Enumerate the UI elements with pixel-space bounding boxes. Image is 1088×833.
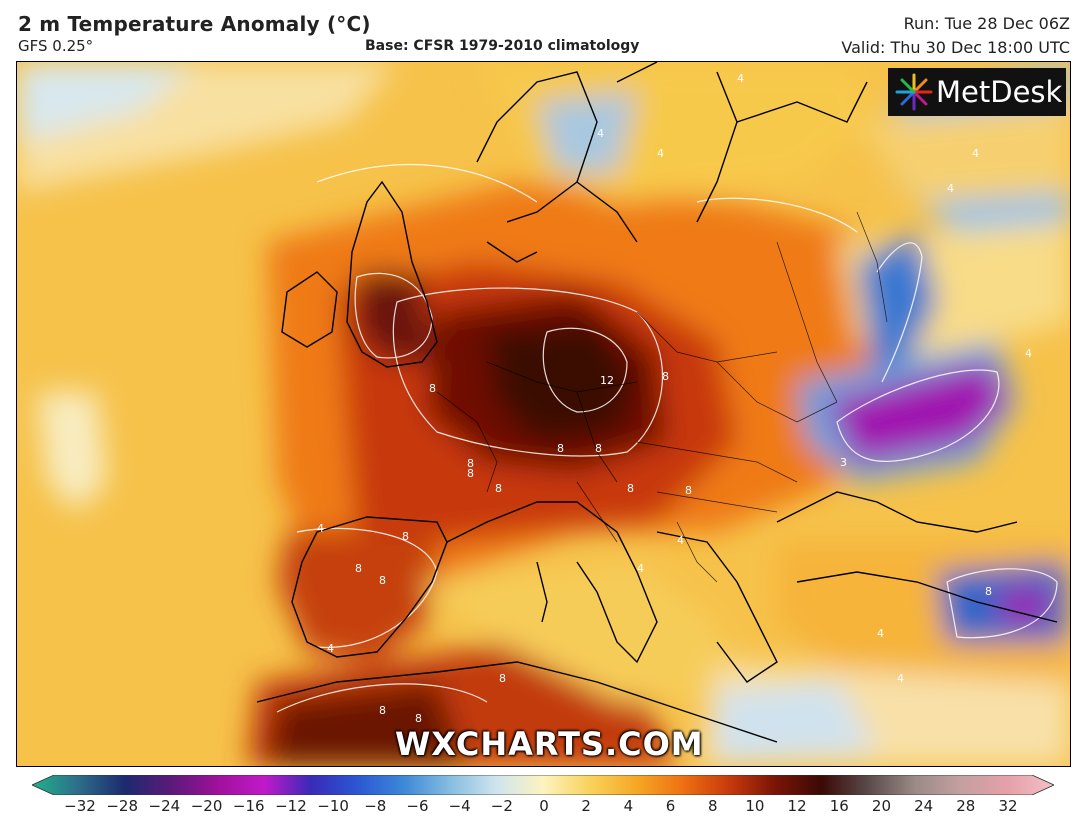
colorbar-tick-label: −10 bbox=[317, 797, 349, 815]
colorbar-tick-label: 2 bbox=[581, 797, 591, 815]
model-label: GFS 0.25° bbox=[18, 37, 94, 55]
contour-label: 8 bbox=[685, 484, 692, 497]
contour-label: 8 bbox=[662, 370, 669, 383]
contour-label: 8 bbox=[379, 574, 386, 587]
colorbar-tick-label: 12 bbox=[787, 797, 807, 815]
colorbar-tick-label: −6 bbox=[406, 797, 429, 815]
colorbar-tick-label: −2 bbox=[490, 797, 513, 815]
contour-label: 8 bbox=[467, 457, 474, 470]
country-borders bbox=[436, 211, 888, 583]
colorbar-tick-label: −20 bbox=[190, 797, 223, 815]
contour-label: 12 bbox=[600, 374, 614, 387]
contour-label: 4 bbox=[657, 147, 664, 160]
run-label: Run: Tue 28 Dec 06Z bbox=[903, 14, 1070, 33]
metdesk-logo: MetDesk bbox=[888, 68, 1066, 116]
contour-label: 4 bbox=[972, 147, 979, 160]
contour-label: 8 bbox=[402, 530, 409, 543]
colorbar-tick-label: −12 bbox=[275, 797, 307, 815]
contour-label: 8 bbox=[985, 585, 992, 598]
colorbar-tick-label: 4 bbox=[623, 797, 634, 815]
colorbar-tick-label: 24 bbox=[914, 797, 934, 815]
colorbar-tick-label: −32 bbox=[64, 797, 96, 815]
colorbar-tick-label: −28 bbox=[106, 797, 138, 815]
colorbar-ticks: −32 −28 −24 −20 −16 −12 −10 −8 −6 −4 −2 0 2 4 6 8 10 12 16… bbox=[0, 795, 1088, 825]
colorbar-tick-label: −4 bbox=[448, 797, 471, 815]
contour-label: 4 bbox=[317, 522, 324, 535]
contour-label: 8 bbox=[379, 704, 386, 717]
contour-label: 8 bbox=[467, 467, 474, 480]
contour-label: 4 bbox=[897, 672, 904, 685]
contour-label: 3 bbox=[840, 456, 847, 469]
colorbar-tick-label: 0 bbox=[539, 797, 549, 815]
contour-label: 8 bbox=[415, 712, 422, 725]
base-climatology-label: Base: CFSR 1979-2010 climatology bbox=[365, 38, 640, 54]
anomaly-field bbox=[17, 62, 1070, 766]
contour-label: 4 bbox=[637, 562, 644, 575]
contour-label: 4 bbox=[327, 642, 334, 655]
contour-label: 8 bbox=[429, 382, 436, 395]
starburst-logo-icon bbox=[895, 73, 933, 111]
watermark: WXCHARTS.COM bbox=[395, 725, 704, 763]
contour-label: 8 bbox=[627, 482, 634, 495]
temperature-anomaly-map[interactable]: 4 4 4 4 4 8 8 8 8 12 8 8 8 8 8 8 8 8 4 4… bbox=[16, 61, 1071, 767]
colorbar-tick-label: 32 bbox=[998, 797, 1018, 815]
colorbar-bar bbox=[32, 775, 1054, 795]
valid-time-label: Valid: Thu 30 Dec 18:00 UTC bbox=[841, 38, 1070, 57]
colorbar-tick-label: 10 bbox=[745, 797, 765, 815]
colorbar-tick-label: 28 bbox=[956, 797, 976, 815]
contour-label: 8 bbox=[355, 562, 362, 575]
contour-label: 4 bbox=[737, 72, 744, 85]
logo-text: MetDesk bbox=[936, 75, 1063, 109]
colorbar-tick-label: 16 bbox=[829, 797, 849, 815]
contour-label: 8 bbox=[495, 482, 502, 495]
contour-label: 4 bbox=[597, 127, 604, 140]
contour-label: 4 bbox=[1025, 347, 1032, 360]
contour-label: 8 bbox=[499, 672, 506, 685]
colorbar-tick-label: 20 bbox=[871, 797, 891, 815]
contour-label: 4 bbox=[877, 627, 884, 640]
contour-label: 4 bbox=[947, 182, 954, 195]
colorbar-tick-label: 6 bbox=[665, 797, 676, 815]
colorbar-tick-label: −24 bbox=[148, 797, 181, 815]
colorbar-tick-label: 8 bbox=[707, 797, 718, 815]
colorbar-tick-label: −8 bbox=[364, 797, 387, 815]
chart-title: 2 m Temperature Anomaly (°C) bbox=[18, 12, 371, 36]
contour-label: 8 bbox=[557, 442, 564, 455]
contour-labels: 4 4 4 4 4 8 8 8 8 12 8 8 8 8 8 8 8 8 4 4… bbox=[317, 72, 1032, 725]
coastlines bbox=[256, 62, 1058, 743]
colorbar-tick-label: −16 bbox=[232, 797, 265, 815]
anomaly-contours bbox=[276, 163, 1058, 713]
contour-label: 8 bbox=[595, 442, 602, 455]
colorbar bbox=[32, 775, 1054, 795]
contour-label: 4 bbox=[677, 534, 684, 547]
